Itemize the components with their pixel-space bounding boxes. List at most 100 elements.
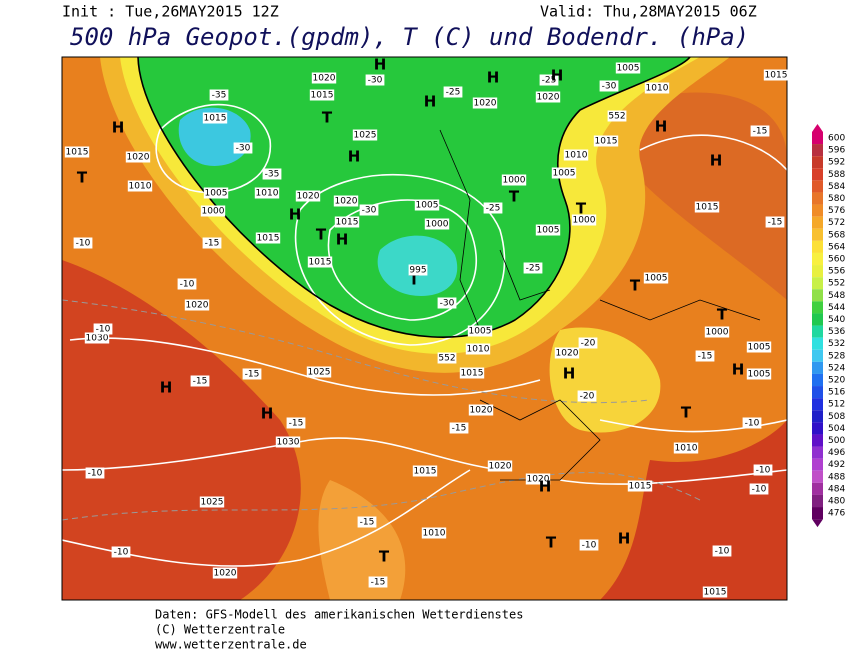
footer-line: (C) Wetterzentrale — [155, 623, 285, 637]
contour-label: -35 — [212, 91, 227, 101]
colorbar-label: 544 — [828, 303, 845, 313]
label-box — [125, 151, 151, 163]
color-swatch — [812, 361, 823, 374]
contour-label: -10 — [752, 485, 767, 495]
high-marker: H — [348, 148, 361, 166]
contour-label: 1005 — [748, 343, 771, 353]
label-box — [443, 86, 463, 98]
low-marker: T — [77, 169, 88, 187]
contour-label: -10 — [582, 541, 597, 551]
color-swatch — [812, 507, 823, 520]
contour-label: -10 — [745, 419, 760, 429]
contour-label: 1025 — [201, 498, 224, 508]
label-box — [311, 72, 337, 84]
colorbar-label: 504 — [828, 424, 845, 434]
colorbar-label: 576 — [828, 206, 845, 216]
label-box — [209, 89, 229, 101]
contour-label: -20 — [581, 339, 596, 349]
colorbar-label: 512 — [828, 400, 845, 410]
label-box — [421, 527, 447, 539]
contour-label: -30 — [368, 76, 383, 86]
label-box — [437, 352, 457, 364]
label-box — [599, 80, 619, 92]
label-box — [202, 237, 222, 249]
contour-label: 552 — [608, 112, 625, 122]
color-swatch — [812, 373, 823, 387]
high-marker: H — [618, 530, 631, 548]
color-swatch — [812, 156, 823, 169]
contour-label: -20 — [580, 392, 595, 402]
color-swatch — [812, 386, 823, 399]
low-marker: T — [630, 277, 641, 295]
contour-label: -15 — [371, 578, 386, 588]
colorbar-label: 560 — [828, 255, 845, 265]
high-marker: H — [261, 405, 274, 423]
colorbar-label: 520 — [828, 376, 845, 386]
color-swatch — [812, 252, 823, 266]
label-box — [84, 332, 110, 344]
label-box — [535, 91, 561, 103]
contour-label: 1020 — [186, 301, 209, 311]
color-swatch — [812, 349, 823, 362]
label-box — [694, 201, 720, 213]
label-box — [212, 567, 238, 579]
colorbar-label: 596 — [828, 146, 845, 156]
label-box — [746, 341, 772, 353]
contour-label: 1020 — [127, 153, 150, 163]
label-box — [607, 110, 627, 122]
color-swatch — [812, 494, 823, 508]
contour-label: 1015 — [66, 148, 89, 158]
label-box — [200, 205, 226, 217]
colorbar-label: 584 — [828, 182, 845, 192]
contour-label: 1010 — [256, 189, 279, 199]
contour-label: 1010 — [675, 444, 698, 454]
contour-label: 1020 — [556, 349, 579, 359]
color-swatch — [812, 434, 823, 447]
label-box — [199, 496, 225, 508]
contour-label: -15 — [452, 424, 467, 434]
color-swatch — [812, 228, 823, 241]
contour-label: 1015 — [336, 218, 359, 228]
contour-label: 1025 — [308, 368, 331, 378]
label-box — [468, 404, 494, 416]
low-marker: T — [322, 109, 333, 127]
label-box — [333, 195, 359, 207]
label-box — [254, 187, 280, 199]
colorbar-label: 516 — [828, 388, 845, 398]
contour-label: 1020 — [313, 74, 336, 84]
contour-label: -15 — [698, 352, 713, 362]
colorbar-label: 592 — [828, 158, 845, 168]
colorbar-cap — [812, 123, 823, 132]
contour-label: -15 — [753, 127, 768, 137]
label-box — [357, 516, 377, 528]
label-box — [571, 214, 597, 226]
label-box — [262, 168, 282, 180]
label-box — [412, 465, 438, 477]
label-box — [424, 218, 450, 230]
contour-label: 1010 — [467, 345, 490, 355]
color-swatch — [812, 240, 823, 253]
contour-label: -15 — [289, 419, 304, 429]
label-box — [749, 483, 769, 495]
color-swatch — [812, 168, 823, 181]
colorbar-label: 524 — [828, 363, 845, 373]
label-box — [501, 174, 527, 186]
contour-label: 1020 — [537, 93, 560, 103]
colorbar-label: 580 — [828, 194, 845, 204]
footer-line: Daten: GFS-Modell des amerikanischen Wet… — [155, 608, 523, 622]
colorbar-label: 552 — [828, 279, 845, 289]
colorbar-label: 496 — [828, 448, 845, 458]
contour-label: -15 — [245, 370, 260, 380]
contour-label: 1010 — [565, 151, 588, 161]
label-box — [579, 539, 599, 551]
contour-label: 1020 — [527, 475, 550, 485]
contour-label: 1030 — [277, 438, 300, 448]
color-swatch — [812, 216, 823, 229]
contour-label: -15 — [193, 377, 208, 387]
high-marker: H — [732, 361, 745, 379]
label-box — [307, 256, 333, 268]
label-box — [644, 82, 670, 94]
init-time: Init : Tue,26MAY2015 12Z — [62, 3, 279, 21]
high-marker: H — [487, 69, 500, 87]
